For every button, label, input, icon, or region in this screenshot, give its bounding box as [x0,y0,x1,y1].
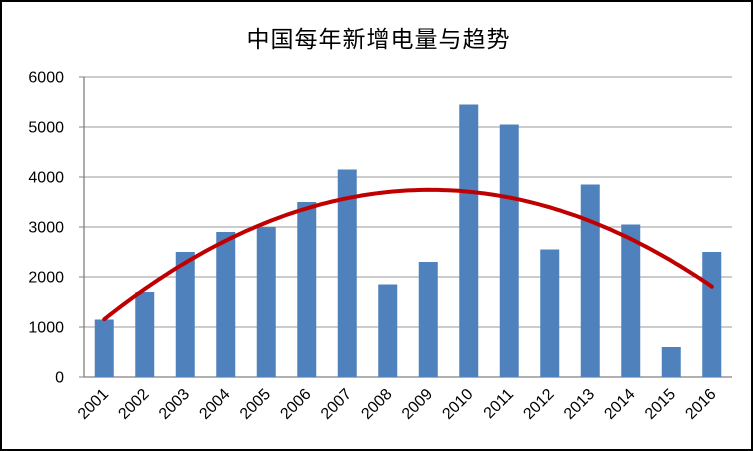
bar-2005[interactable] [256,227,276,377]
bar-2003[interactable] [175,252,195,377]
y-tick-label: 6000 [28,70,64,87]
x-tick-label: 2003 [156,386,193,423]
x-tick-label: 2005 [237,386,274,423]
x-tick-label: 2009 [399,386,436,423]
x-tick-label: 2002 [115,386,152,423]
x-tick-label: 2015 [642,386,679,423]
bar-2006[interactable] [297,202,317,377]
x-tick-label: 2011 [481,386,517,422]
x-tick-label: 2013 [561,386,598,423]
bar-2009[interactable] [418,262,438,377]
bar-2014[interactable] [621,224,641,378]
bar-2015[interactable] [661,347,681,377]
chart-title: 中国每年新增电量与趋势 [246,27,511,53]
y-tick-label: 3000 [28,220,64,237]
x-tick-label: 2012 [520,386,557,423]
x-tick-label: 2007 [318,386,355,423]
y-tick-label: 2000 [28,270,64,287]
trend-line[interactable] [102,187,714,322]
y-tick-label: 4000 [28,170,64,187]
bar-2010[interactable] [459,104,479,378]
x-tick-label: 2001 [75,386,112,423]
y-tick-label: 0 [55,370,64,387]
bar-2001[interactable] [94,319,114,378]
x-tick-label: 2010 [439,386,476,423]
bar-2011[interactable] [499,124,519,378]
bar-2004[interactable] [216,232,236,377]
x-tick-label: 2008 [358,386,395,423]
bar-2016[interactable] [702,252,722,377]
bar-2008[interactable] [378,284,398,378]
x-tick-label: 2004 [196,386,233,423]
x-tick-label: 2016 [682,386,719,423]
x-tick-label: 2014 [601,386,638,423]
y-tick-label: 5000 [28,120,64,137]
x-tick-label: 2006 [277,386,314,423]
bar-2013[interactable] [580,184,600,378]
y-tick-label: 1000 [28,320,64,337]
bar-2002[interactable] [135,292,155,377]
bar-2007[interactable] [337,169,357,378]
bar-2012[interactable] [540,249,560,378]
